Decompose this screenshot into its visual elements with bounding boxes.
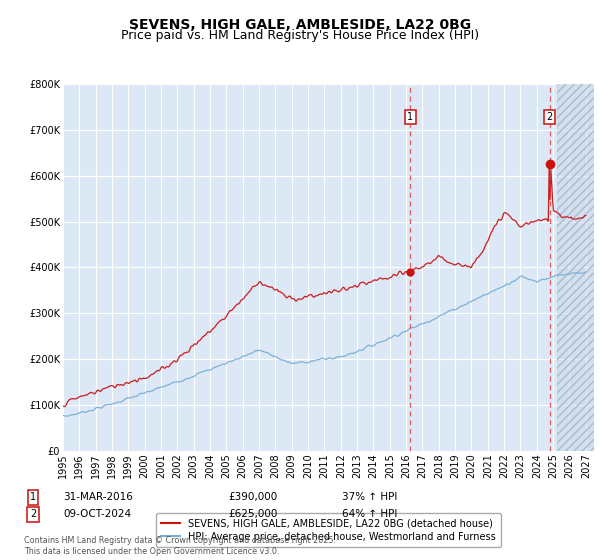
Text: £390,000: £390,000 (228, 492, 277, 502)
Text: SEVENS, HIGH GALE, AMBLESIDE, LA22 0BG: SEVENS, HIGH GALE, AMBLESIDE, LA22 0BG (129, 18, 471, 32)
Text: 2: 2 (547, 112, 553, 122)
Text: Price paid vs. HM Land Registry's House Price Index (HPI): Price paid vs. HM Land Registry's House … (121, 29, 479, 42)
Text: £625,000: £625,000 (228, 509, 277, 519)
Bar (557, 84, 594, 451)
Text: 1: 1 (30, 492, 36, 502)
Text: 2: 2 (30, 509, 36, 519)
Text: 31-MAR-2016: 31-MAR-2016 (63, 492, 133, 502)
Text: 09-OCT-2024: 09-OCT-2024 (63, 509, 131, 519)
Text: 37% ↑ HPI: 37% ↑ HPI (342, 492, 397, 502)
Legend: SEVENS, HIGH GALE, AMBLESIDE, LA22 0BG (detached house), HPI: Average price, det: SEVENS, HIGH GALE, AMBLESIDE, LA22 0BG (… (156, 513, 501, 547)
Text: 1: 1 (407, 112, 413, 122)
Text: Contains HM Land Registry data © Crown copyright and database right 2025.
This d: Contains HM Land Registry data © Crown c… (24, 536, 336, 556)
Bar (557, 84, 594, 451)
Text: 64% ↑ HPI: 64% ↑ HPI (342, 509, 397, 519)
